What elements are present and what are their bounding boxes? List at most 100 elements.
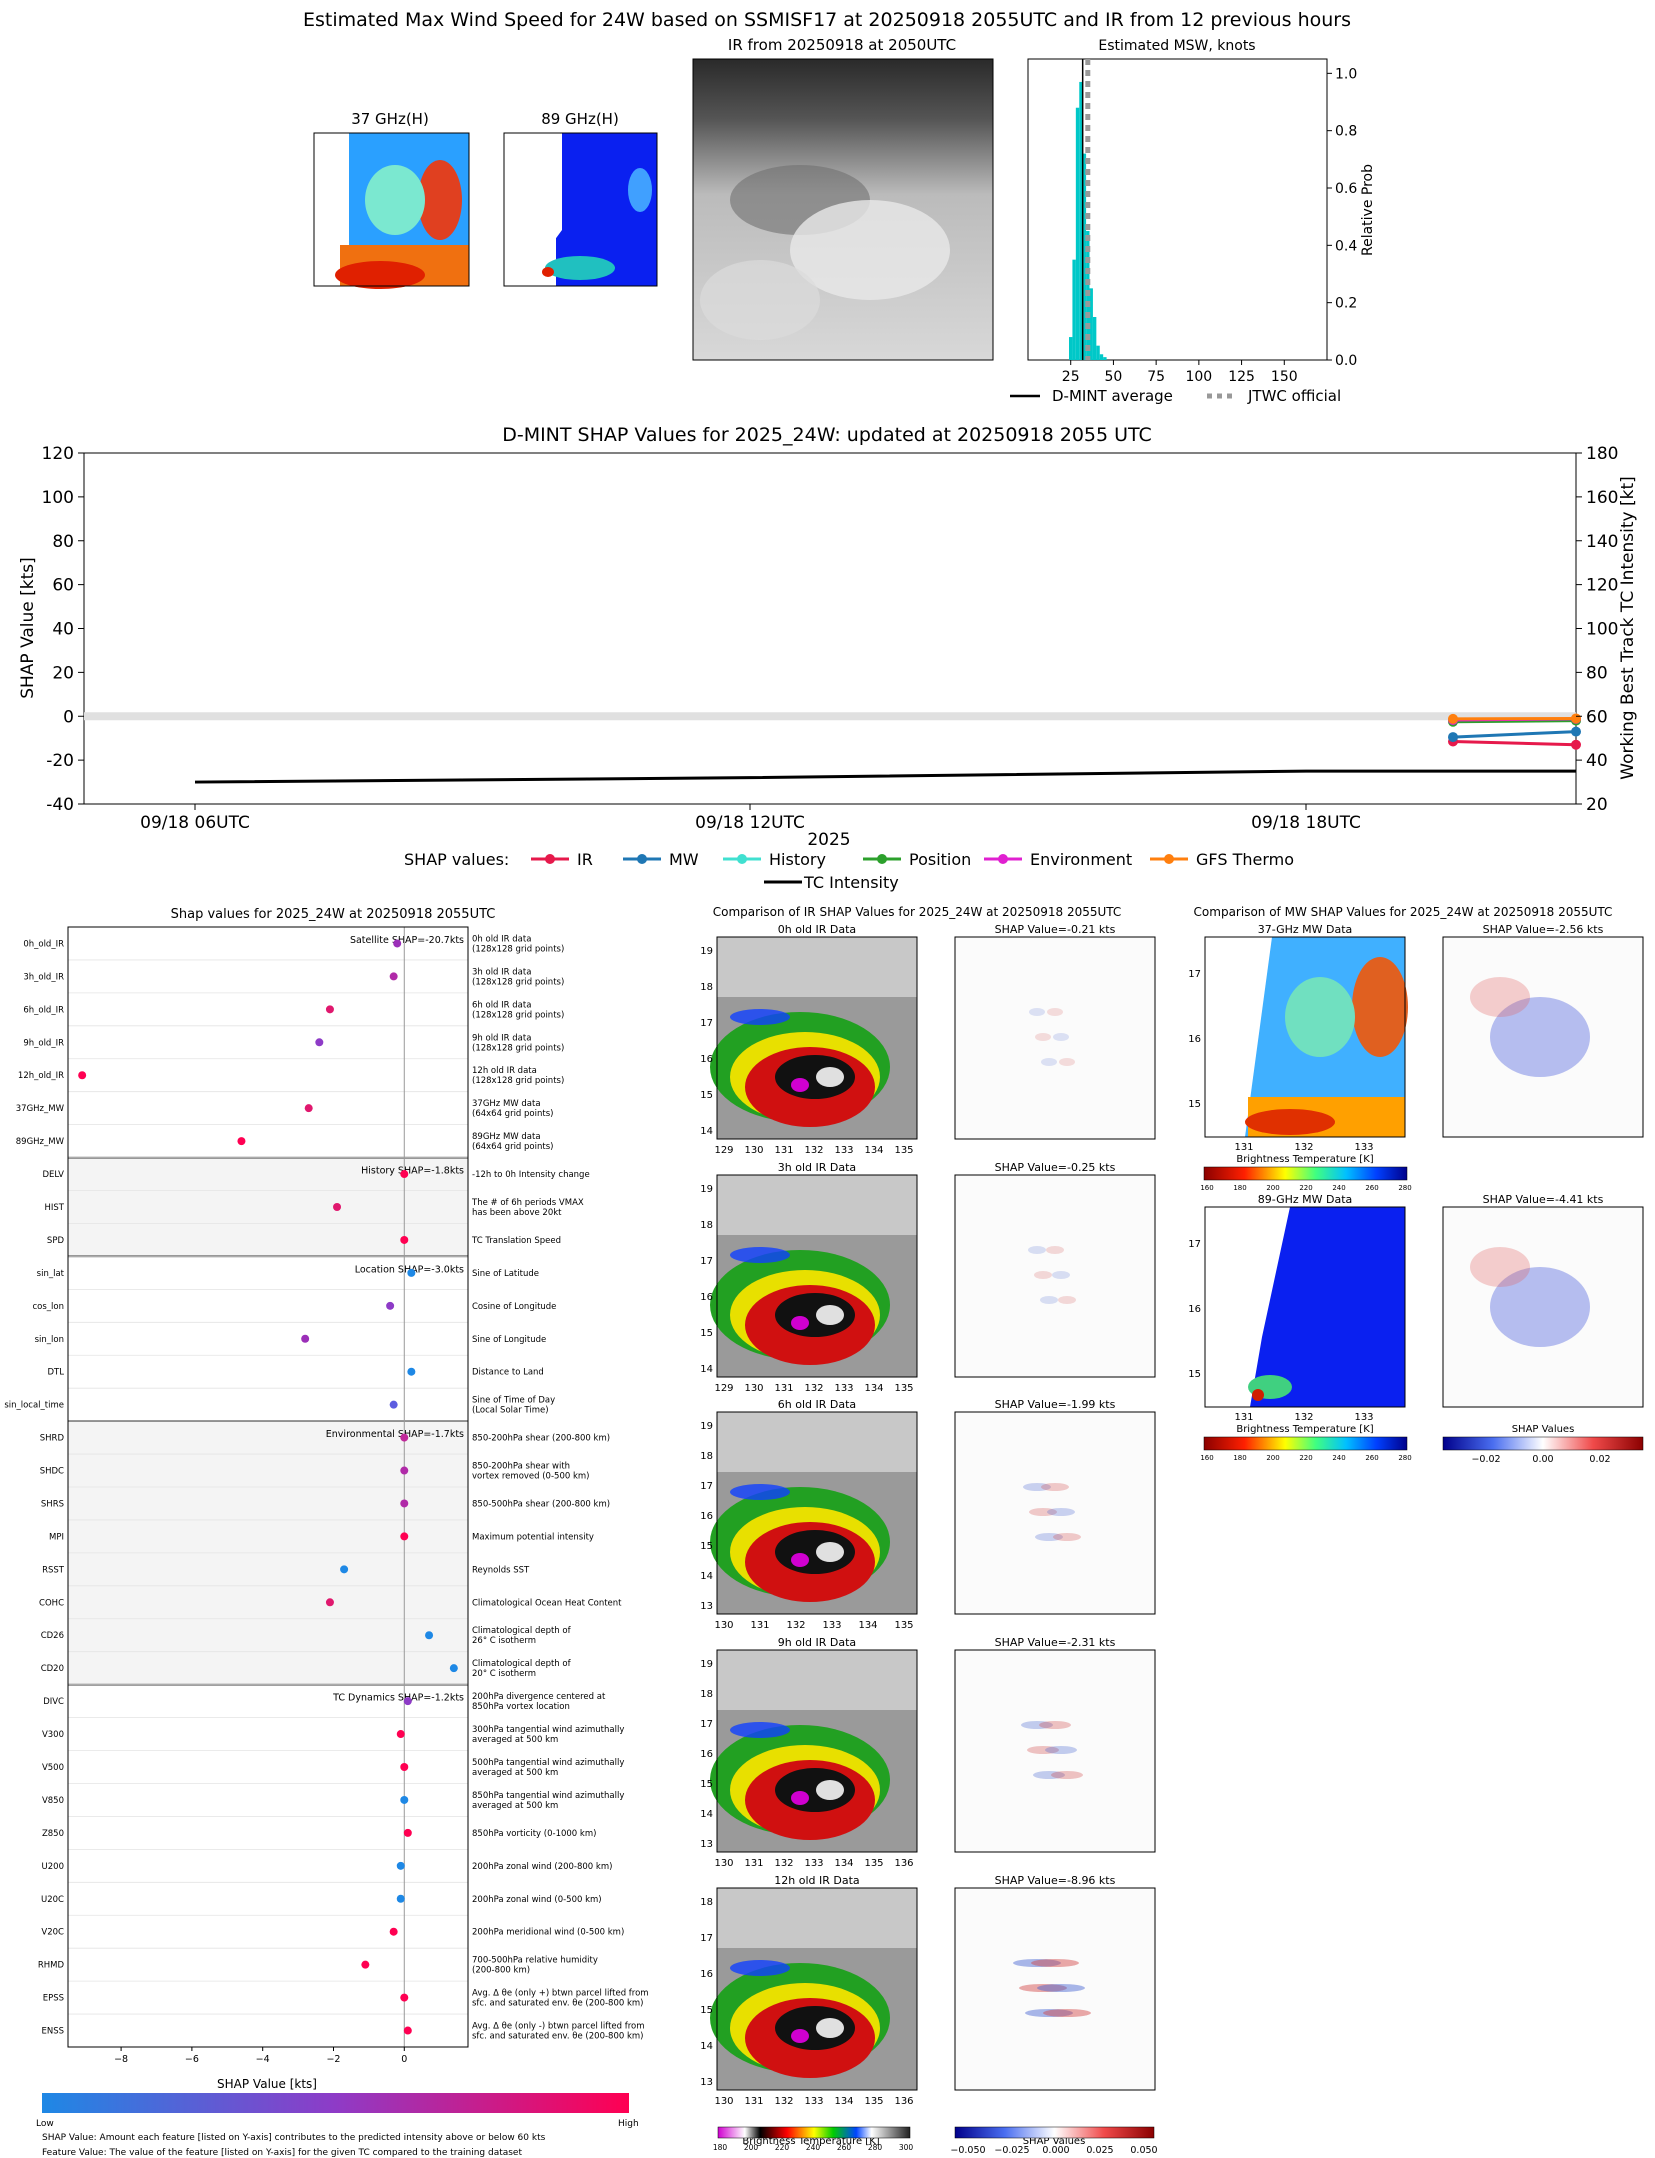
ir-cb-label: Brightness Temperature [K] <box>742 2136 879 2147</box>
shap-blob <box>1040 1296 1058 1304</box>
ir-xtick-label: 132 <box>774 1858 793 1869</box>
shap-blob <box>1021 1721 1053 1729</box>
feat-xtick-label: −2 <box>326 2054 340 2065</box>
mw-cb-tick: 260 <box>1365 1454 1378 1462</box>
ir-ytick-label: 14 <box>700 1364 713 1375</box>
shap-blob <box>1041 1058 1057 1066</box>
shap-blob <box>1052 1271 1070 1279</box>
mw-bt-colorbar: Brightness Temperature [K] Brightness Te… <box>1203 1154 1408 1451</box>
feature-description: 20° C isotherm <box>472 1669 536 1679</box>
ir-ytick-label: 13 <box>700 1839 713 1850</box>
mw-shap-map <box>1442 936 1644 1138</box>
mw-xtick-label: 131 <box>1234 1412 1253 1423</box>
legend-item-label: Position <box>909 850 971 869</box>
feature-name: DIVC <box>43 1697 64 1707</box>
ir-shap-cb-tick: 0.050 <box>1130 2145 1157 2156</box>
shap-frame <box>1442 936 1644 1138</box>
ir-blue <box>730 1960 790 1976</box>
ir-magenta <box>791 2029 809 2043</box>
feature-description: 200hPa divergence centered at <box>472 1692 606 1702</box>
ir-xtick-label: 136 <box>894 2096 913 2107</box>
group-label: TC Dynamics SHAP=-1.2kts <box>332 1693 464 1704</box>
feature-description: 500hPa tangential wind azimuthally <box>472 1758 624 1768</box>
ir-ytick-label: 16 <box>700 1749 713 1760</box>
ir-ytick-label: 14 <box>700 1126 713 1137</box>
ir-cb-tick: 220 <box>775 2143 790 2152</box>
feature-description: Sine of Longitude <box>472 1335 546 1345</box>
mw-cb-tick: 280 <box>1398 1454 1411 1462</box>
ir-ytick-label: 18 <box>700 1451 713 1462</box>
mw-warm <box>1352 957 1408 1057</box>
mw37-thumbnail <box>313 132 470 289</box>
mw-xtick-label: 133 <box>1354 1412 1373 1423</box>
ir-ytick-label: 17 <box>700 1481 713 1492</box>
ir-cb-tick: 280 <box>868 2143 883 2152</box>
feature-description: Avg. Δ θe (only +) btwn parcel lifted fr… <box>472 1989 649 1999</box>
mw-shap-colorbar: SHAP Values <box>1442 1424 1644 1451</box>
shap-blob <box>1059 1058 1075 1066</box>
ir-xtick-label: 133 <box>804 1858 823 1869</box>
mw-cb-tick: 200 <box>1266 1454 1279 1462</box>
shap-blob <box>1034 1271 1052 1279</box>
ir-ytick-label: 18 <box>700 1689 713 1700</box>
feature-description: (128x128 grid points) <box>472 1010 564 1020</box>
feat-title: Shap values for 2025_24W at 20250918 205… <box>171 907 496 922</box>
ir-row-label: 12h old IR Data <box>774 1874 859 1887</box>
mw-colorbar-ticks: 160 180 200 220 240 260 280 160 180 200 220 240 260 2… <box>1200 1184 1610 1465</box>
feature-description: 700-500hPa relative humidity <box>472 1956 598 1966</box>
mw-shap-cb-tick: −0.02 <box>1471 1454 1500 1465</box>
feature-dot <box>400 1466 409 1475</box>
feature-name: RSST <box>42 1565 65 1575</box>
shap-frame <box>954 1411 1156 1615</box>
ir-shap-map <box>954 1649 1156 1853</box>
ir-xtick-label: 130 <box>714 1620 733 1631</box>
ir-xtick-label: 134 <box>834 2096 853 2107</box>
feature-dot <box>361 1960 370 1969</box>
shap-frame <box>954 1649 1156 1853</box>
ir-shap-map <box>954 1174 1156 1378</box>
feature-name: RHMD <box>38 1961 65 1971</box>
ir-xtick-label: 135 <box>894 1620 913 1631</box>
shap-blob <box>1025 2009 1073 2017</box>
feature-description: 850hPa tangential wind azimuthally <box>472 1791 624 1801</box>
feature-dot <box>400 1763 409 1771</box>
ir-cb-tick: 260 <box>837 2143 852 2152</box>
ts-ytick-left-label: 100 <box>42 488 74 508</box>
feature-description: averaged at 500 km <box>472 1735 558 1745</box>
ir-xtick-label: 134 <box>864 1145 883 1156</box>
ir-xtick-label: 135 <box>894 1145 913 1156</box>
ir-xtick-label: 135 <box>864 1858 883 1869</box>
mw-row-shap: SHAP Value=-2.56 kts <box>1483 923 1604 936</box>
feature-name: SHDC <box>40 1467 64 1477</box>
feature-name: 6h_old_IR <box>23 1005 64 1015</box>
feature-name: sin_lat <box>37 1269 65 1279</box>
feature-description: (128x128 grid points) <box>472 1076 564 1086</box>
ir-white <box>816 1542 844 1562</box>
shap-blob <box>1013 1959 1061 1967</box>
msw-bar <box>1075 107 1080 360</box>
feature-name: sin_lon <box>35 1335 64 1345</box>
feature-description: has been above 20kt <box>472 1208 562 1218</box>
shap-blob <box>1047 1008 1063 1016</box>
feature-dot <box>400 1433 409 1442</box>
ts-ytick-left-label: 40 <box>52 620 74 640</box>
mw-ytick-label: 16 <box>1188 1304 1201 1315</box>
legend-item-label: History <box>769 850 826 869</box>
mw-comparison-grid: 37-GHz MW Data SHAP Value=-2.56 kts 15 16 17… <box>1188 923 1644 1423</box>
feature-dot <box>396 1894 405 1903</box>
feature-dot <box>340 1565 349 1574</box>
ir-xtick-label: 132 <box>804 1145 823 1156</box>
shap-blob <box>1033 1771 1065 1779</box>
feature-name: U20C <box>41 1895 64 1905</box>
ir-shap-map <box>954 936 1156 1140</box>
ir-colorbar-ticks: 180 200 220 240 260 280 300 −0.050 −0.025 0.000 0.… <box>713 2143 1158 2156</box>
ir-xtick-label: 132 <box>786 1620 805 1631</box>
ts-ytick-left-label: -40 <box>46 795 74 815</box>
series-line-ir <box>1452 739 1577 747</box>
feature-name: 37GHz_MW <box>16 1104 65 1114</box>
ir-row-shap: SHAP Value=-0.21 kts <box>995 923 1116 936</box>
ir-xtick-label: 135 <box>894 1383 913 1394</box>
feature-description: 6h old IR data <box>472 1000 531 1010</box>
mw-xtick-label: 132 <box>1294 1142 1313 1153</box>
footnote-shap: SHAP Value: Amount each feature [listed … <box>42 2133 546 2143</box>
